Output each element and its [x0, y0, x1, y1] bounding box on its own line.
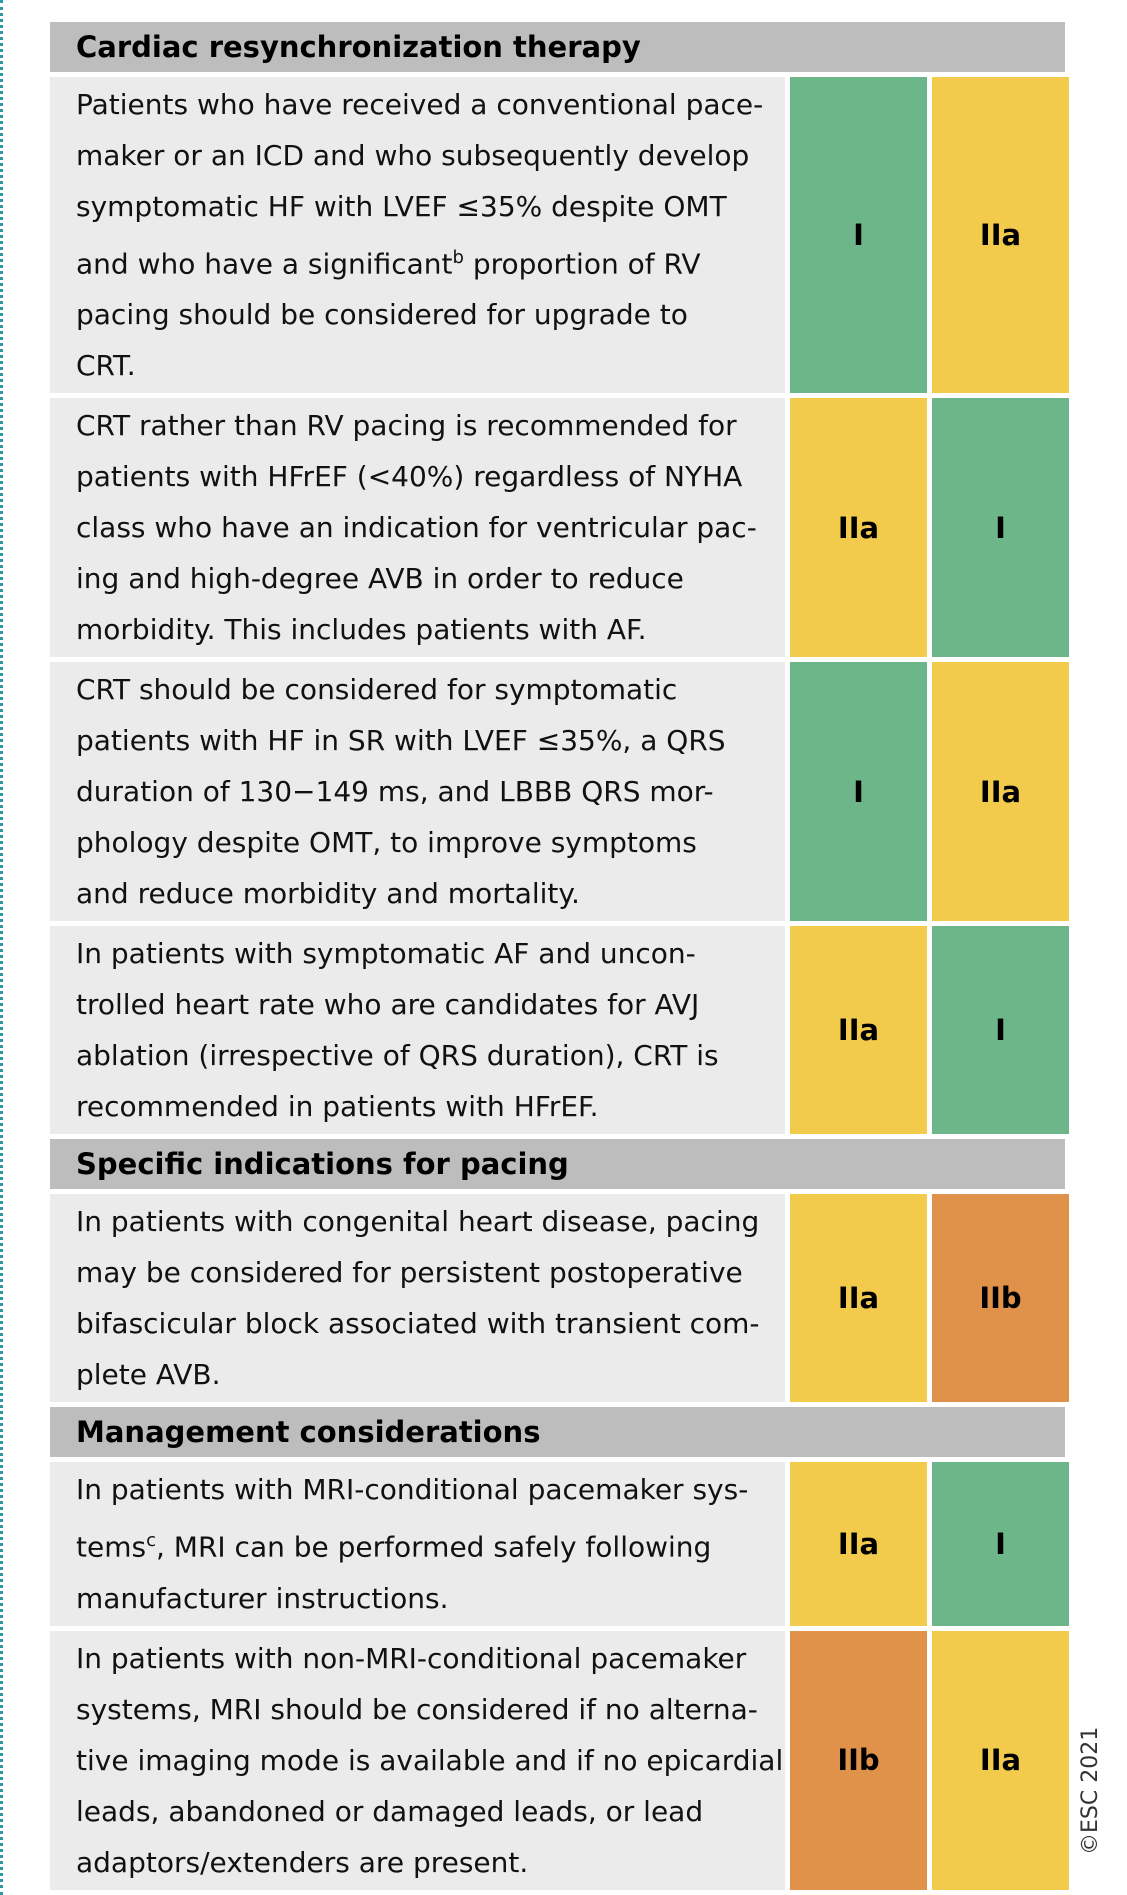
text-line: In patients with MRI-conditional pacemak… [76, 1473, 749, 1507]
section-heading: Management considerations [50, 1407, 1065, 1458]
text-line: and who have a significantb proportion o… [76, 232, 785, 289]
text-line: recommended in patients with HFrEF. [76, 1090, 599, 1124]
class-cell: IIa [932, 662, 1069, 922]
text-line: systems, MRI should be considered if no … [76, 1692, 758, 1726]
text-line: plete AVB. [76, 1358, 221, 1392]
text-line: phology despite OMT, to improve symptoms [76, 826, 697, 860]
class-cell: I [790, 77, 927, 394]
table-row: In patients with symptomatic AF and unco… [50, 926, 1088, 1135]
copyright: ©ESC 2021 [1078, 1726, 1103, 1855]
text-line: may be considered for persistent postope… [76, 1256, 743, 1290]
text-line: In patients with congenital heart diseas… [76, 1205, 760, 1239]
recommendation-text: In patients with symptomatic AF and unco… [50, 926, 785, 1135]
text-line: class who have an indication for ventric… [76, 511, 757, 545]
table-row: CRT rather than RV pacing is recommended… [50, 398, 1088, 658]
table-row: In patients with non-MRI-conditional pac… [50, 1630, 1088, 1890]
class-cell: IIa [790, 926, 927, 1135]
table-row: Patients who have received a conventiona… [50, 77, 1088, 394]
text: , MRI can be performed safely following [155, 1530, 712, 1564]
text-line: duration of 130−149 ms, and LBBB QRS mor… [76, 775, 714, 809]
text-line: and reduce morbidity and mortality. [76, 877, 580, 911]
text-line: tive imaging mode is available and if no… [76, 1743, 784, 1777]
recommendation-text: Patients who have received a conventiona… [50, 77, 785, 394]
text-line: patients with HFrEF (<40%) regardless of… [76, 460, 743, 494]
text-line: maker or an ICD and who subsequently dev… [76, 139, 750, 172]
text-line: CRT rather than RV pacing is recommended… [76, 409, 737, 443]
text-line: leads, abandoned or damaged leads, or le… [76, 1794, 704, 1828]
table: Cardiac resynchronization therapy Patient… [50, 22, 1088, 1895]
text: tems [76, 1530, 147, 1564]
class-cell: IIa [790, 1462, 927, 1626]
text-line: manufacturer instructions. [76, 1581, 449, 1615]
recommendation-text: In patients with congenital heart diseas… [50, 1194, 785, 1403]
class-cell: IIb [790, 1630, 927, 1890]
text-line: ing and high-degree AVB in order to redu… [76, 562, 684, 596]
text-line: patients with HF in SR with LVEF ≤35%, a… [76, 724, 726, 758]
text-line: Patients who have received a conventiona… [76, 88, 764, 121]
class-cell: IIa [790, 398, 927, 658]
table-row: In patients with congenital heart diseas… [50, 1194, 1088, 1403]
recommendation-text: In patients with non-MRI-conditional pac… [50, 1630, 785, 1890]
text-line: trolled heart rate who are candidates fo… [76, 988, 700, 1022]
text-line: ablation (irrespective of QRS duration),… [76, 1039, 719, 1073]
text: proportion of RV [463, 247, 701, 281]
text-line: CRT should be considered for symptomatic [76, 673, 678, 707]
text-line: adaptors/extenders are present. [76, 1845, 529, 1879]
table-row: CRT should be considered for symptomatic… [50, 662, 1088, 922]
class-cell: IIa [932, 1630, 1069, 1890]
class-cell: I [790, 662, 927, 922]
text-line: In patients with non-MRI-conditional pac… [76, 1641, 747, 1675]
text: and who have a significant [76, 247, 453, 281]
recommendation-text: CRT rather than RV pacing is recommended… [50, 398, 785, 658]
class-cell: I [932, 926, 1069, 1135]
recommendation-text: In patients with MRI-conditional pacemak… [50, 1462, 785, 1626]
text-line: morbidity. This includes patients with A… [76, 613, 647, 647]
text-line: CRT. [76, 349, 136, 383]
dotted-border [0, 0, 6, 1895]
text-line: symptomatic HF with LVEF ≤35% despite OM… [76, 190, 727, 223]
text-line: In patients with symptomatic AF and unco… [76, 937, 696, 971]
text-line: bifascicular block associated with trans… [76, 1307, 760, 1341]
class-cell: I [932, 1462, 1069, 1626]
recommendation-text: CRT should be considered for symptomatic… [50, 662, 785, 922]
class-cell: IIb [932, 1194, 1069, 1403]
section-heading: Specific indications for pacing [50, 1139, 1065, 1190]
text-line: temsc, MRI can be performed safely follo… [76, 1515, 785, 1572]
class-cell: IIa [932, 77, 1069, 394]
table-row: In patients with MRI-conditional pacemak… [50, 1462, 1088, 1626]
superscript: c [146, 1530, 156, 1552]
superscript: b [452, 247, 464, 268]
class-cell: IIa [790, 1194, 927, 1403]
section-heading: Cardiac resynchronization therapy [50, 22, 1065, 72]
class-cell: I [932, 398, 1069, 658]
text-line: pacing should be considered for upgrade … [76, 298, 688, 332]
